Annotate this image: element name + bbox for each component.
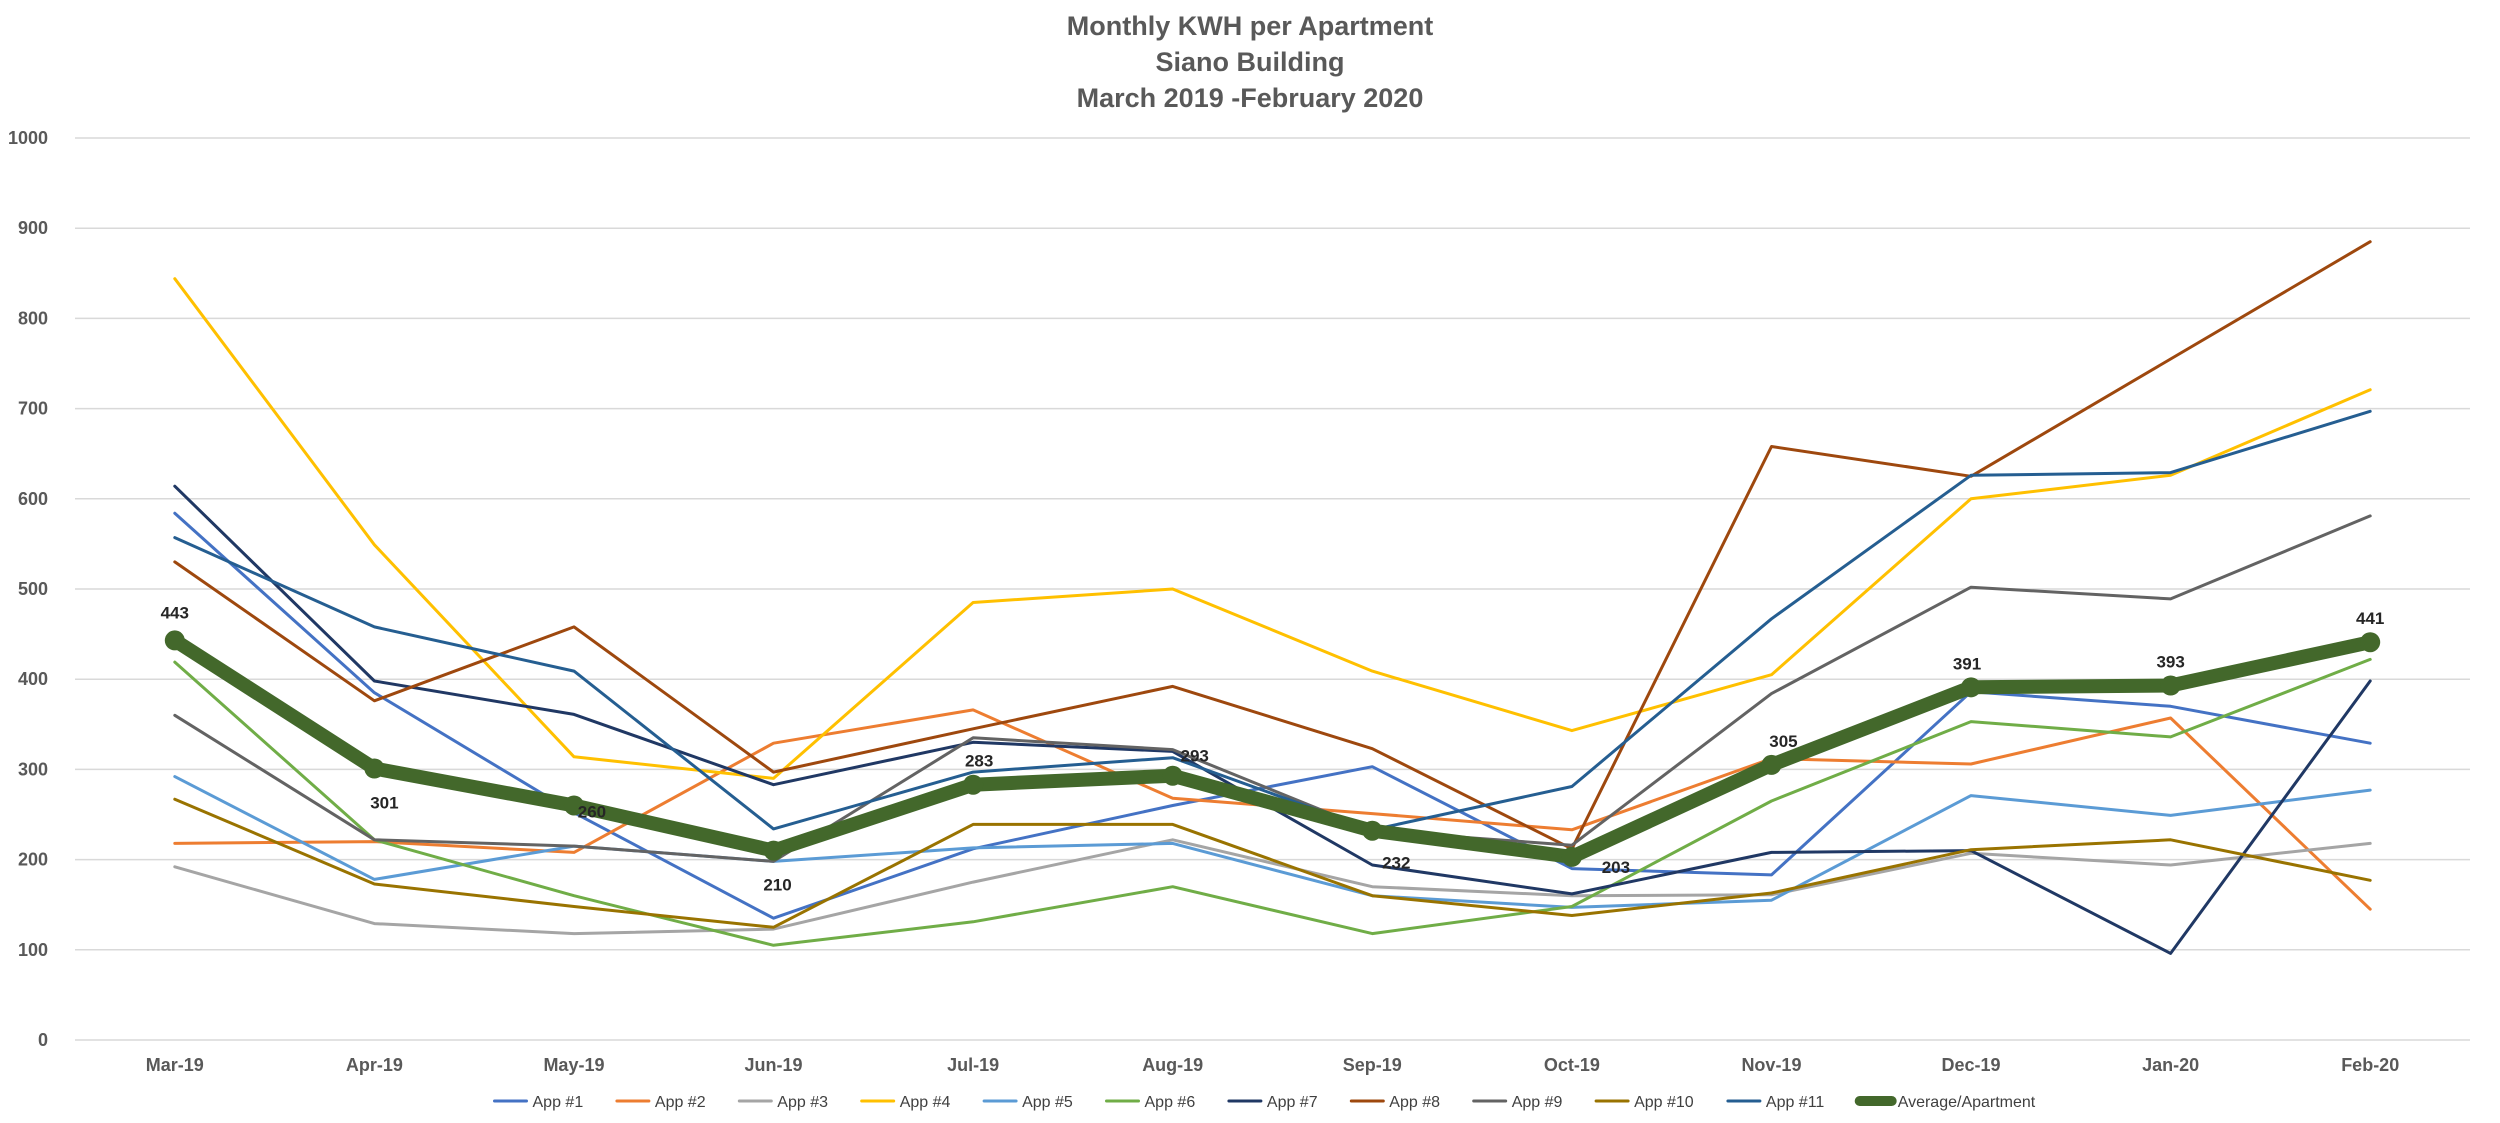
chart-title-block: Monthly KWH per Apartment Siano Building… — [0, 8, 2500, 116]
data-label-Nov-19: 305 — [1769, 732, 1797, 751]
series-line-app-9 — [173, 514, 2372, 863]
legend-label-app-1: App #1 — [533, 1094, 584, 1111]
series-line-app-4 — [173, 277, 2372, 780]
series-line-app-5 — [173, 775, 2372, 909]
data-label-Jul-19: 283 — [965, 752, 993, 771]
data-label-Aug-19: 293 — [1181, 747, 1209, 766]
data-label-Sep-19: 232 — [1382, 854, 1410, 873]
legend-label-app-4: App #4 — [900, 1094, 951, 1111]
average-point-Jun-19 — [763, 840, 784, 861]
x-tick-label-Aug-19: Aug-19 — [1142, 1055, 1203, 1075]
y-tick-label-200: 200 — [18, 850, 48, 870]
y-tick-label-900: 900 — [18, 218, 48, 238]
average-point-Jul-19 — [963, 774, 984, 795]
series-line-app-8 — [173, 240, 2372, 851]
gridlines — [75, 137, 2470, 1041]
legend-label-app-2: App #2 — [655, 1094, 706, 1111]
series-line-app-11 — [173, 409, 2372, 832]
y-tick-label-600: 600 — [18, 489, 48, 509]
data-label-Dec-19: 391 — [1953, 654, 1981, 673]
legend-label-app-9: App #9 — [1512, 1094, 1563, 1111]
legend-label-app-8: App #8 — [1389, 1094, 1440, 1111]
average-point-Sep-19 — [1362, 820, 1383, 841]
average-point-Oct-19 — [1561, 846, 1582, 867]
y-tick-label-800: 800 — [18, 308, 48, 328]
x-tick-label-Jun-19: Jun-19 — [745, 1055, 803, 1075]
x-tick-label-Jul-19: Jul-19 — [947, 1055, 999, 1075]
data-label-Mar-19: 443 — [161, 603, 189, 622]
series-line-average-apartment — [167, 633, 2378, 864]
average-point-Nov-19 — [1761, 754, 1782, 775]
data-label-Jan-20: 393 — [2156, 653, 2184, 672]
series-lines — [164, 240, 2381, 955]
data-label-May-19: 260 — [578, 802, 606, 821]
average-point-Apr-19 — [364, 758, 385, 779]
x-tick-label-Jan-20: Jan-20 — [2142, 1055, 2199, 1075]
y-tick-label-500: 500 — [18, 579, 48, 599]
data-label-Jun-19: 210 — [763, 876, 791, 895]
data-label-Oct-19: 203 — [1602, 858, 1630, 877]
y-axis: 0 100 200 300 400 500 600 700 800 900 1000 — [8, 128, 48, 1050]
x-tick-label-Dec-19: Dec-19 — [1942, 1055, 2001, 1075]
y-tick-label-100: 100 — [18, 940, 48, 960]
y-tick-label-0: 0 — [38, 1030, 48, 1050]
legend-label-app-6: App #6 — [1145, 1094, 1196, 1111]
average-point-Feb-20 — [2360, 632, 2381, 653]
series-line-app-6 — [173, 657, 2372, 947]
x-tick-label-Sep-19: Sep-19 — [1343, 1055, 1402, 1075]
legend-label-app-3: App #3 — [777, 1094, 828, 1111]
average-point-May-19 — [563, 795, 584, 816]
y-tick-label-700: 700 — [18, 399, 48, 419]
average-point-Dec-19 — [1961, 677, 1982, 698]
legend-label-average-apartment: Average/Apartment — [1898, 1094, 2036, 1111]
y-tick-label-400: 400 — [18, 669, 48, 689]
x-axis: Mar-19 Apr-19 May-19 Jun-19 Jul-19 Aug-19 Sep-… — [146, 1055, 2399, 1075]
data-label-Feb-20: 441 — [2356, 609, 2384, 628]
x-tick-label-Nov-19: Nov-19 — [1741, 1055, 1801, 1075]
series-line-app-3 — [173, 838, 2372, 936]
y-tick-label-1000: 1000 — [8, 128, 48, 148]
x-tick-label-Mar-19: Mar-19 — [146, 1055, 204, 1075]
series-line-app-7 — [173, 484, 2372, 955]
average-point-Aug-19 — [1162, 765, 1183, 786]
series-line-app-10 — [173, 797, 2372, 929]
chart-subtitle-period: March 2019 -February 2020 — [1076, 83, 1424, 113]
legend: App #1 App #2 App #3 App #4 App #5 App #6 App … — [493, 1094, 2036, 1111]
x-tick-label-Apr-19: Apr-19 — [346, 1055, 403, 1075]
data-label-Apr-19: 301 — [370, 793, 398, 812]
x-tick-label-Feb-20: Feb-20 — [2341, 1055, 2399, 1075]
legend-label-app-11: App #11 — [1766, 1094, 1825, 1111]
average-point-Mar-19 — [164, 630, 185, 651]
chart-title: Monthly KWH per Apartment — [1066, 11, 1434, 41]
legend-label-app-5: App #5 — [1022, 1094, 1073, 1111]
data-labels: 443 301 260 210 283 293 232 203 305 391 393 441 — [161, 603, 2385, 894]
legend-label-app-10: App #10 — [1634, 1094, 1694, 1111]
chart-subtitle-building: Siano Building — [1155, 47, 1345, 77]
average-point-Jan-20 — [2160, 675, 2181, 696]
x-tick-label-Oct-19: Oct-19 — [1544, 1055, 1600, 1075]
y-tick-label-300: 300 — [18, 759, 48, 779]
legend-label-app-7: App #7 — [1267, 1094, 1318, 1111]
x-tick-label-May-19: May-19 — [543, 1055, 604, 1075]
